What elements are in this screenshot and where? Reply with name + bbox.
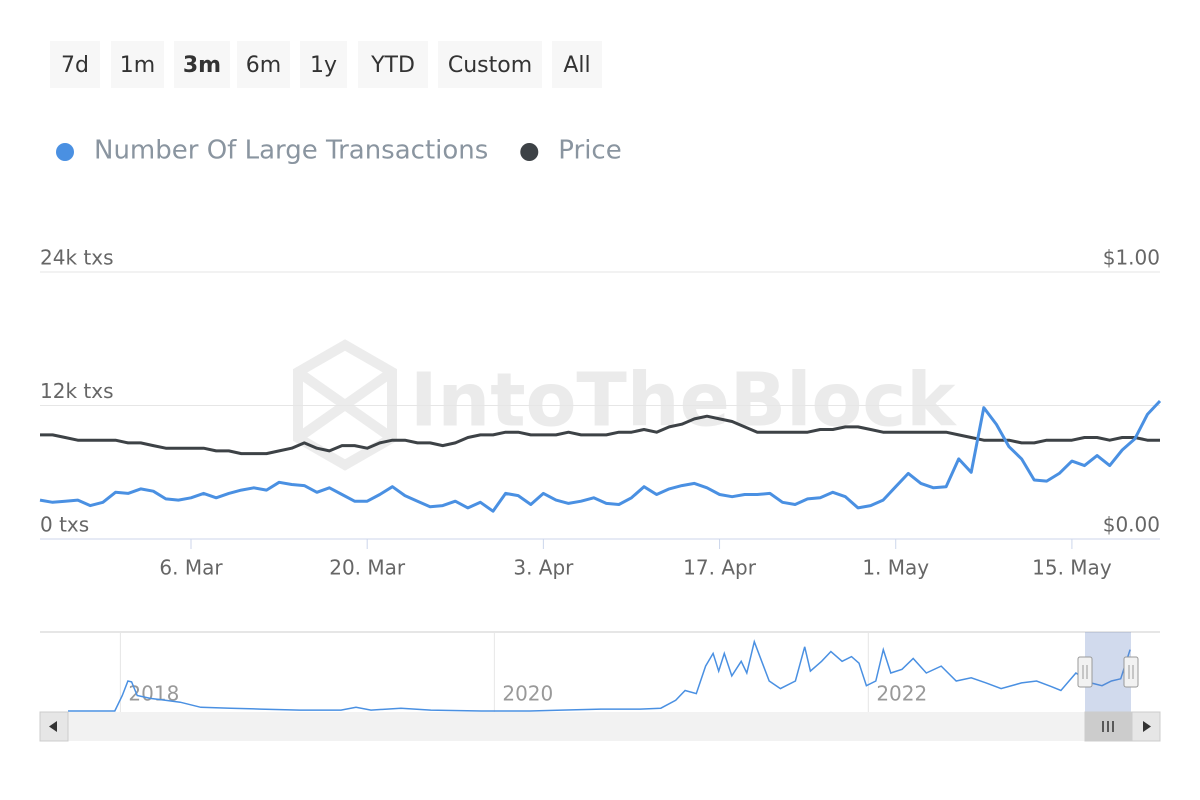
range-button-label[interactable]: 1m: [120, 53, 155, 78]
x-tick-label: 15. May: [1032, 556, 1112, 580]
range-button-label[interactable]: 3m: [183, 53, 221, 78]
y2-tick-label: $1.00: [1103, 246, 1160, 270]
range-button[interactable]: [111, 41, 164, 88]
arrow-right: [1143, 721, 1151, 732]
series-line: [39, 399, 1162, 513]
thumb-grip: [1102, 721, 1114, 732]
legend-marker[interactable]: [520, 143, 539, 161]
y-tick-label: 24k txs: [40, 246, 114, 270]
handle-grip: [1082, 665, 1088, 679]
range-button-label[interactable]: YTD: [370, 53, 415, 78]
range-button[interactable]: [237, 41, 290, 88]
navigator-selection[interactable]: [1085, 632, 1131, 712]
x-tick-label: 20. Mar: [329, 556, 406, 580]
y-tick-label: 0 txs: [40, 513, 89, 537]
range-button-label[interactable]: All: [563, 53, 590, 78]
scroll-left-button[interactable]: [39, 711, 69, 742]
arrow-left: [49, 721, 57, 732]
range-button[interactable]: [552, 41, 602, 88]
range-button[interactable]: [300, 41, 347, 88]
x-tick-label: 17. Apr: [683, 556, 757, 580]
y2-tick-label: $0.00: [1103, 513, 1160, 537]
navigator-line: [68, 639, 1131, 712]
navigator-handle[interactable]: [1077, 656, 1093, 688]
y-tick-label: 12k txs: [40, 379, 114, 403]
handle-grip: [1128, 665, 1134, 679]
scrollbar: [39, 711, 1161, 742]
x-tick-label: 3. Apr: [513, 556, 574, 580]
range-button[interactable]: [174, 41, 230, 88]
range-selector: 7d 1m 3m 6m 1y YTD Custom All: [50, 41, 602, 88]
range-button-label[interactable]: 6m: [246, 53, 281, 78]
navigator-handle[interactable]: [1123, 656, 1139, 688]
series-line: [40, 414, 1160, 456]
legend-label[interactable]: Number Of Large Transactions: [94, 136, 488, 166]
range-button-label[interactable]: Custom: [448, 53, 532, 78]
x-tick-label: 6. Mar: [159, 556, 223, 580]
range-button-label[interactable]: 7d: [61, 53, 89, 78]
navigator-tick-label: 2022: [876, 682, 927, 706]
plot-area: 0 txs 12k txs 24k txs $0.00 $1.00 6. Mar 20. M…: [39, 246, 1162, 580]
legend-marker[interactable]: [56, 143, 74, 161]
range-button[interactable]: [438, 41, 542, 88]
x-tick-label: 1. May: [862, 556, 929, 580]
legend: Number Of Large Transactions Price: [56, 136, 622, 166]
navigator: 2018 2020 2022: [40, 631, 1160, 712]
navigator-tick-label: 2020: [502, 682, 553, 706]
range-button[interactable]: [50, 41, 100, 88]
legend-label[interactable]: Price: [558, 136, 621, 166]
scrollbar-track: [40, 712, 1160, 741]
range-button[interactable]: [358, 41, 428, 88]
range-button-label[interactable]: 1y: [310, 53, 337, 78]
